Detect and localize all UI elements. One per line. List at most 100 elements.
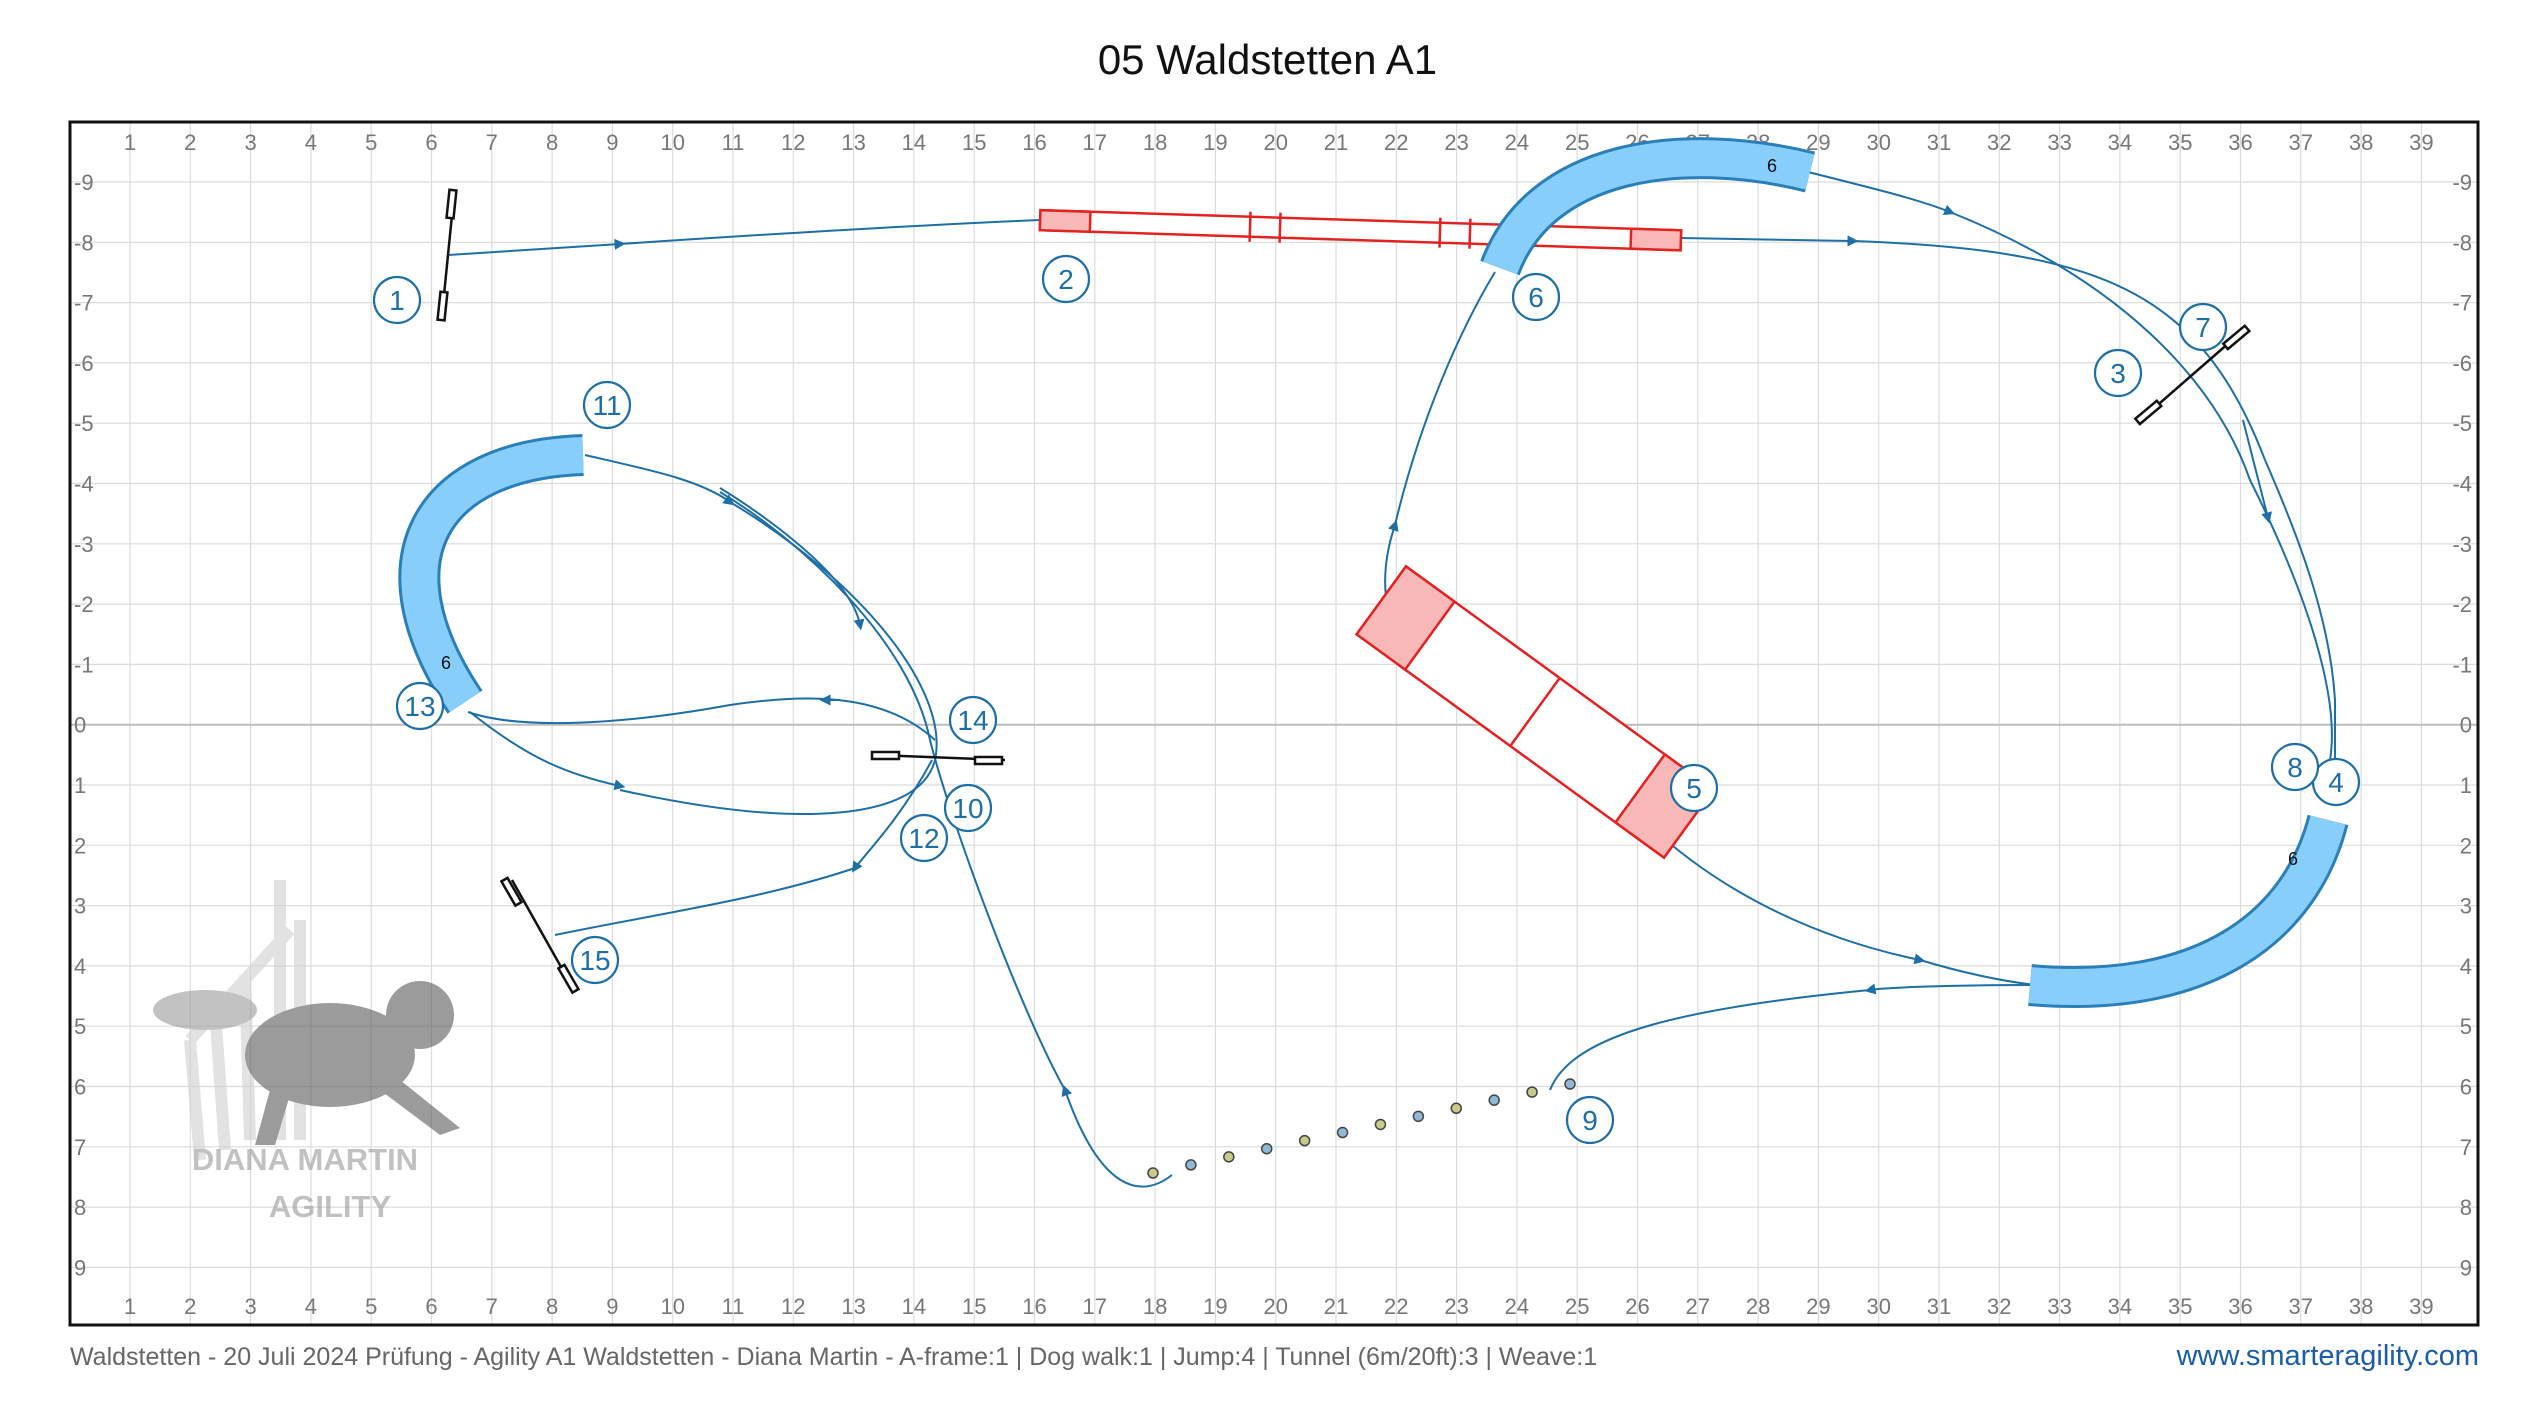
axis-bottom-label: 28 [1746,1294,1770,1319]
watermark-logo: DIANA MARTIN AGILITY [153,880,460,1224]
path-segment [1549,989,1871,1091]
weave-pole [1564,1078,1576,1090]
tunnel-6-obstacle[interactable]: 6 [1480,137,1816,277]
jump-14-10-obstacle[interactable] [870,750,1006,766]
jump-wing [870,750,901,761]
weave-pole [1336,1126,1349,1139]
axis-right-label: -2 [2452,592,2472,617]
axis-right-label: -3 [2452,532,2472,557]
path-segment [619,501,938,815]
weave-pole [1526,1086,1538,1098]
number-marker-circle [899,813,949,863]
dog-walk-obstacle[interactable] [1038,205,1683,255]
jump-1-obstacle[interactable] [436,188,458,322]
obstacle-number: 11 [592,390,621,421]
axis-bottom-label: 25 [1565,1294,1589,1319]
footer-link[interactable]: www.smarteragility.com [2176,1340,2479,1372]
axis-bottom-label: 30 [1866,1294,1890,1319]
axis-top-label: 1 [124,130,136,155]
axis-left-label: 5 [74,1014,86,1039]
axis-top-label: 10 [660,130,684,155]
axis-top-label: 22 [1384,130,1408,155]
axis-right-label: 7 [2460,1135,2472,1160]
tunnel-11-13-obstacle[interactable]: 6 [398,434,584,714]
path-segment [719,487,865,631]
jump-7-3-obstacle[interactable] [2133,323,2252,426]
axis-bottom-label: 21 [1324,1294,1348,1319]
path-segment [1061,1084,1173,1188]
axis-top-label: 6 [425,130,437,155]
tunnel-body [1483,140,1815,275]
axis-bottom-label: 1 [124,1294,136,1319]
number-marker-circle [943,783,993,833]
number-marker-circle [1669,763,1719,813]
axis-bottom-label: 22 [1384,1294,1408,1319]
axis-top-label: 19 [1203,130,1227,155]
axis-bottom-label: 27 [1686,1294,1710,1319]
axis-bottom-label: 34 [2108,1294,2132,1319]
jump-wing [499,876,524,908]
axis-right-label: 3 [2460,894,2472,919]
tunnel-4-8-obstacle[interactable]: 6 [2028,814,2349,1009]
axis-top-label: 3 [244,130,256,155]
dog-walk-contact-zone [1038,208,1092,234]
ring-border [68,120,2480,1327]
axis-bottom-label: 10 [660,1294,684,1319]
axis-left-labels: -9 -8 -7 -6 -5 -4 -3 -2 -1 0 1 2 3 4 5 6 7 8 9 [74,170,94,1280]
axis-top-label: 23 [1444,130,1468,155]
number-marker-circle [2178,302,2228,352]
tunnel-length-label: 6 [1767,156,1777,176]
a-frame-obstacle[interactable] [1354,564,1716,860]
course-title: 05 Waldstetten A1 [1097,36,1438,83]
axis-bottom-label: 16 [1022,1294,1046,1319]
jump-wing [556,963,581,995]
axis-bottom-label: 19 [1203,1294,1227,1319]
axis-top-label: 32 [1987,130,2011,155]
axis-top-label: 13 [841,130,865,155]
axis-bottom-label: 33 [2047,1294,2071,1319]
path-segment [554,867,856,936]
path-segment [1394,271,1496,526]
axis-top-label: 8 [546,130,558,155]
axis-top-label: 15 [962,130,986,155]
axis-bottom-label: 37 [2289,1294,2313,1319]
tunnel-length-label: 6 [441,653,451,673]
obstacle-number: 2 [1058,264,1074,295]
axis-left-label: 7 [74,1135,86,1160]
axis-left-label: -7 [74,291,94,316]
obstacle-number: 8 [2287,752,2303,783]
obstacle-number: 9 [1582,1105,1598,1136]
axis-top-label: 34 [2108,130,2132,155]
axis-left-label: 2 [74,833,86,858]
axis-bottom-label: 20 [1263,1294,1287,1319]
dog-walk-board [1038,208,1683,252]
axis-right-label: 1 [2460,773,2472,798]
axis-right-labels: -9 -8 -7 -6 -5 -4 -3 -2 -1 0 1 2 3 4 5 6 7 8 9 [2452,170,2472,1280]
obstacle-number: 7 [2195,312,2211,343]
axis-right-label: -7 [2452,291,2472,316]
axis-bottom-label: 39 [2409,1294,2433,1319]
axis-bottom-label: 7 [486,1294,498,1319]
axis-bottom-label: 17 [1083,1294,1107,1319]
course-path [447,171,2336,1188]
axis-right-label: 6 [2460,1075,2472,1100]
axis-bottom-label: 26 [1625,1294,1649,1319]
path-segment [619,219,1041,245]
number-marker-circle [1511,272,1561,322]
dog-walk-support [1468,218,1472,249]
axis-top-label: 7 [486,130,498,155]
axis-left-label: -5 [74,411,94,436]
weave-pole [1298,1134,1311,1147]
axis-top-labels: 1 2 3 4 5 6 7 8 9 10 11 12 13 14 15 16 17 18 19 20 21 22 23 24 2… [124,130,2434,155]
axis-bottom-label: 3 [244,1294,256,1319]
weave-poles-obstacle[interactable] [1147,1078,1576,1179]
path-segment [2242,419,2272,524]
axis-top-label: 16 [1022,130,1046,155]
jump-15-obstacle[interactable] [499,876,581,995]
axis-right-label: 8 [2460,1195,2472,1220]
axis-left-label: 6 [74,1075,86,1100]
weave-pole [1374,1118,1387,1131]
obstacle-number: 12 [908,823,939,854]
jump-wing [2133,398,2164,426]
